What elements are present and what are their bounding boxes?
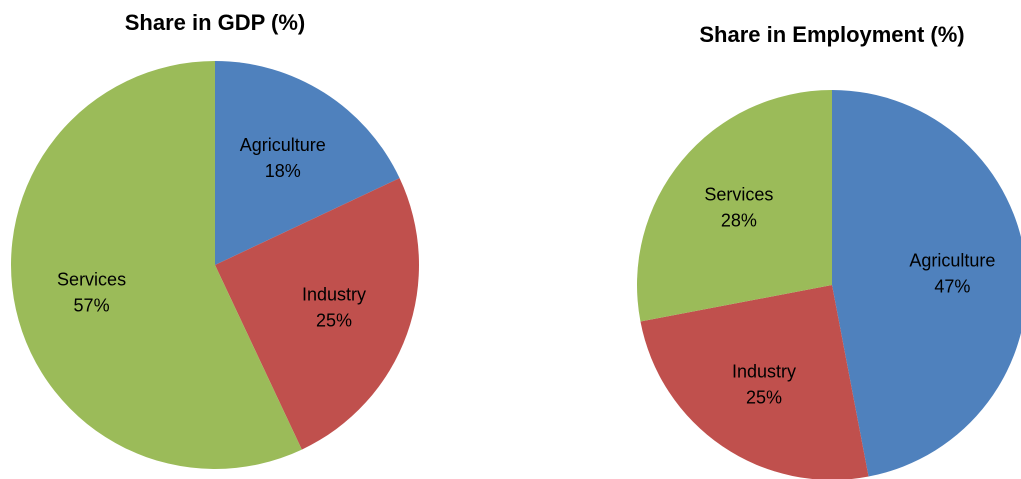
slice-label: Services — [704, 185, 773, 205]
pie-slice — [215, 61, 400, 265]
chart-title: Share in GDP (%) — [125, 10, 306, 35]
slice-label: Agriculture — [240, 135, 326, 155]
slice-value-label: 25% — [316, 311, 352, 331]
slice-label: Industry — [732, 362, 796, 382]
pie-slice — [215, 178, 420, 450]
slice-value-label: 25% — [746, 388, 782, 408]
slice-value-label: 18% — [265, 161, 301, 181]
slice-value-label: 57% — [74, 295, 110, 315]
pie-slice — [11, 61, 302, 469]
slice-label: Services — [57, 269, 126, 289]
slice-value-label: 28% — [721, 211, 757, 231]
pie-slice — [640, 285, 869, 479]
chart-title: Share in Employment (%) — [699, 22, 964, 47]
slice-label: Industry — [302, 285, 366, 305]
pie-slice — [637, 90, 832, 322]
slice-value-label: 47% — [934, 276, 970, 296]
pie-slice — [832, 90, 1021, 477]
slice-label: Agriculture — [909, 250, 995, 270]
